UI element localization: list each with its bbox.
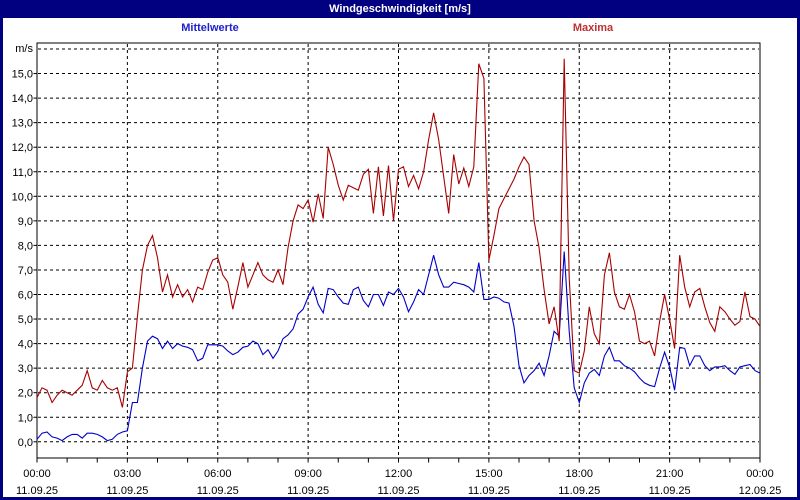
y-tick-label: 10,0: [12, 191, 33, 203]
y-tick-label: 11,0: [12, 167, 33, 179]
x-tick-date-label: 11.09.25: [197, 485, 239, 497]
x-tick-time-label: 00:00: [23, 468, 51, 480]
x-tick-time-label: 00:00: [746, 468, 774, 480]
y-tick-label: 4,0: [18, 339, 33, 351]
y-tick-label: 9,0: [18, 216, 33, 228]
window-title: Windgeschwindigkeit [m/s]: [329, 3, 471, 15]
y-tick-label: 14,0: [12, 93, 33, 105]
y-tick-label: 1,0: [18, 412, 33, 424]
y-axis-unit-label: m/s: [15, 43, 33, 55]
x-tick-date-label: 11.09.25: [558, 485, 600, 497]
x-tick-date-label: 11.09.25: [377, 485, 419, 497]
legend-maxima-label: Maxima: [572, 22, 614, 34]
y-tick-label: 0,0: [18, 437, 33, 449]
x-tick-time-label: 09:00: [294, 468, 322, 480]
x-tick-date-label: 11.09.25: [16, 485, 58, 497]
x-tick-date-label: 11.09.25: [106, 485, 148, 497]
y-tick-label: 5,0: [18, 314, 33, 326]
mean-series-line: [36, 251, 761, 442]
x-tick-date-label: 11.09.25: [649, 485, 691, 497]
x-tick-date-label: 12.09.25: [739, 485, 782, 497]
x-tick-time-label: 06:00: [204, 468, 232, 480]
legend-mittelwerte-label: Mittelwerte: [181, 22, 239, 34]
y-tick-label: 2,0: [18, 388, 33, 400]
y-tick-label: 7,0: [18, 265, 33, 277]
x-tick-time-label: 03:00: [114, 468, 142, 480]
x-tick-time-label: 15:00: [475, 468, 503, 480]
y-tick-label: 6,0: [18, 290, 33, 302]
title-bar: Windgeschwindigkeit [m/s]: [0, 0, 800, 18]
x-tick-time-label: 21:00: [656, 468, 684, 480]
x-tick-date-label: 11.09.25: [468, 485, 510, 497]
x-tick-time-label: 12:00: [385, 468, 413, 480]
y-tick-label: 3,0: [18, 363, 33, 375]
x-tick-date-label: 11.09.25: [287, 485, 329, 497]
y-tick-label: 12,0: [12, 142, 33, 154]
y-tick-label: 13,0: [12, 118, 33, 130]
x-tick-time-label: 18:00: [565, 468, 593, 480]
y-tick-label: 15,0: [12, 69, 33, 81]
max-series-line: [36, 58, 761, 408]
y-tick-label: 8,0: [18, 240, 33, 252]
